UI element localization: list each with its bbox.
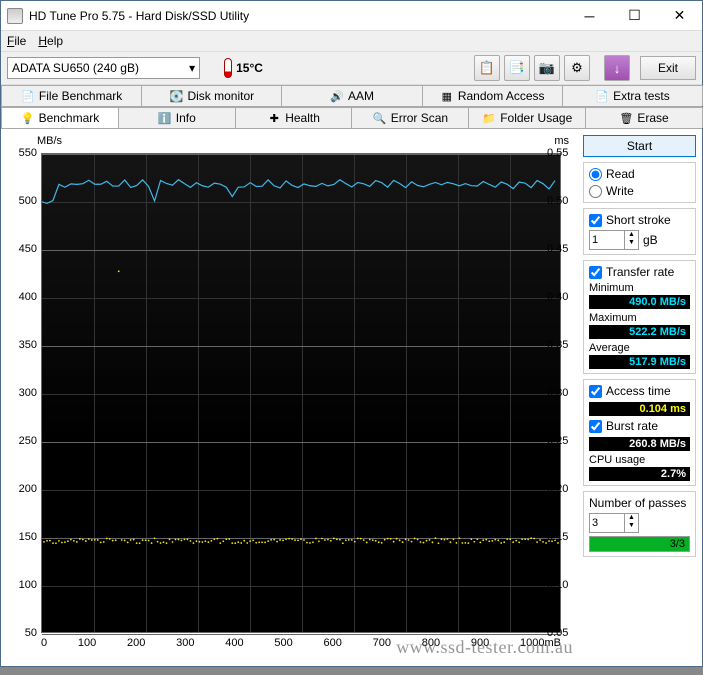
y-right-label: ms [554,135,569,147]
minimize-button[interactable]: ─ [567,1,612,30]
tab-icon: 📄 [595,89,609,103]
y-right-ticks: 0.550.500.450.400.350.300.250.200.150.10… [547,147,575,675]
toolbar-settings-button[interactable]: ⚙ [564,55,590,81]
tab-random-access[interactable]: ▦Random Access [422,85,563,106]
short-stroke-unit: gB [643,233,658,247]
x-axis-ticks: 01002003004005006007008009001000mB [41,637,561,649]
tab-row-1: 📄File Benchmark💽Disk monitor🔊AAM▦Random … [1,85,702,107]
temp-value: 15°C [236,61,263,75]
close-button[interactable]: ✕ [657,1,702,30]
thermometer-icon [224,58,232,78]
tab-icon: 🔊 [330,89,344,103]
menu-help[interactable]: Help [38,34,63,48]
tab-icon: ▦ [440,89,454,103]
tab-disk-monitor[interactable]: 💽Disk monitor [141,85,282,106]
tab-error-scan[interactable]: 🔍Error Scan [351,107,469,128]
tab-benchmark[interactable]: 💡Benchmark [1,107,119,128]
max-label: Maximum [589,312,690,324]
progress-bar: 3/3 [589,536,690,552]
access-time-check[interactable]: Access time [589,384,690,398]
maximize-button[interactable]: ☐ [612,1,657,30]
spin-up-icon[interactable]: ▲ [625,231,638,239]
access-value: 0.104 ms [589,402,690,416]
toolbar: ADATA SU650 (240 gB) ▾ 15°C 📋 📑 📷 ⚙ ↓ Ex… [1,51,702,85]
burst-rate-check[interactable]: Burst rate [589,419,690,433]
toolbar-save-button[interactable]: ↓ [604,55,630,81]
content-area: MB/s ms 55050045040035030025020015010050… [1,129,702,666]
tab-info[interactable]: ℹ️Info [118,107,236,128]
passes-group: Number of passes ▲▼ 3/3 [583,491,696,557]
exit-button[interactable]: Exit [640,56,696,80]
y-left-ticks: 55050045040035030025020015010050 [11,147,37,675]
drive-select[interactable]: ADATA SU650 (240 gB) ▾ [7,57,200,79]
titlebar: HD Tune Pro 5.75 - Hard Disk/SSD Utility… [1,1,702,31]
read-radio[interactable]: Read [589,167,690,181]
access-burst-group: Access time 0.104 ms Burst rate 260.8 MB… [583,379,696,486]
toolbar-copy-button[interactable]: 📋 [474,55,500,81]
cpu-value: 2.7% [589,467,690,481]
passes-label: Number of passes [589,496,690,510]
tab-icon: 📄 [21,89,35,103]
passes-input[interactable] [590,514,624,532]
toolbar-screenshot-button[interactable]: 📷 [534,55,560,81]
tab-icon: 💡 [21,111,35,125]
tab-icon: ℹ️ [158,111,172,125]
window-title: HD Tune Pro 5.75 - Hard Disk/SSD Utility [29,9,567,23]
toolbar-copyall-button[interactable]: 📑 [504,55,530,81]
passes-spinner[interactable]: ▲▼ [589,513,639,533]
tab-folder-usage[interactable]: 📁Folder Usage [468,107,586,128]
start-button[interactable]: Start [583,135,696,157]
tab-extra-tests[interactable]: 📄Extra tests [562,85,703,106]
tab-aam[interactable]: 🔊AAM [281,85,422,106]
sidebar: Start Read Write Short stroke ▲▼ gB Tran… [583,135,696,660]
write-radio[interactable]: Write [589,184,690,198]
chart-area: MB/s ms 55050045040035030025020015010050… [7,135,577,660]
progress-text: 3/3 [670,537,685,551]
burst-value: 260.8 MB/s [589,437,690,451]
avg-label: Average [589,342,690,354]
spin-down-icon[interactable]: ▼ [625,522,638,530]
short-stroke-input[interactable] [590,231,624,249]
tab-icon: 💽 [169,89,183,103]
app-window: HD Tune Pro 5.75 - Hard Disk/SSD Utility… [0,0,703,667]
short-stroke-spinner[interactable]: ▲▼ [589,230,639,250]
tab-icon: ✚ [267,111,281,125]
plot-svg [42,154,560,632]
app-icon [7,8,23,24]
chevron-down-icon: ▾ [189,61,195,75]
transfer-rate-check[interactable]: Transfer rate [589,265,690,279]
short-stroke-group: Short stroke ▲▼ gB [583,208,696,255]
tab-file-benchmark[interactable]: 📄File Benchmark [1,85,142,106]
tab-erase[interactable]: 🗑Erase [585,107,703,128]
min-value: 490.0 MB/s [589,295,690,309]
benchmark-chart [41,153,561,633]
drive-label: ADATA SU650 (240 gB) [12,61,139,75]
cpu-label: CPU usage [589,454,690,466]
tab-icon: 🔍 [373,111,387,125]
y-left-label: MB/s [37,135,62,147]
tab-row-2: 💡Benchmarkℹ️Info✚Health🔍Error Scan📁Folde… [1,107,702,129]
mode-group: Read Write [583,162,696,203]
spin-up-icon[interactable]: ▲ [625,514,638,522]
short-stroke-check[interactable]: Short stroke [589,213,690,227]
tab-health[interactable]: ✚Health [235,107,353,128]
min-label: Minimum [589,282,690,294]
avg-value: 517.9 MB/s [589,355,690,369]
menu-file[interactable]: File [7,34,26,48]
max-value: 522.2 MB/s [589,325,690,339]
tab-icon: 📁 [482,111,496,125]
tab-icon: 🗑 [619,111,633,125]
transfer-rate-group: Transfer rate Minimum490.0 MB/s Maximum5… [583,260,696,374]
spin-down-icon[interactable]: ▼ [625,239,638,247]
temperature: 15°C [224,58,263,78]
menubar: File Help [1,31,702,51]
